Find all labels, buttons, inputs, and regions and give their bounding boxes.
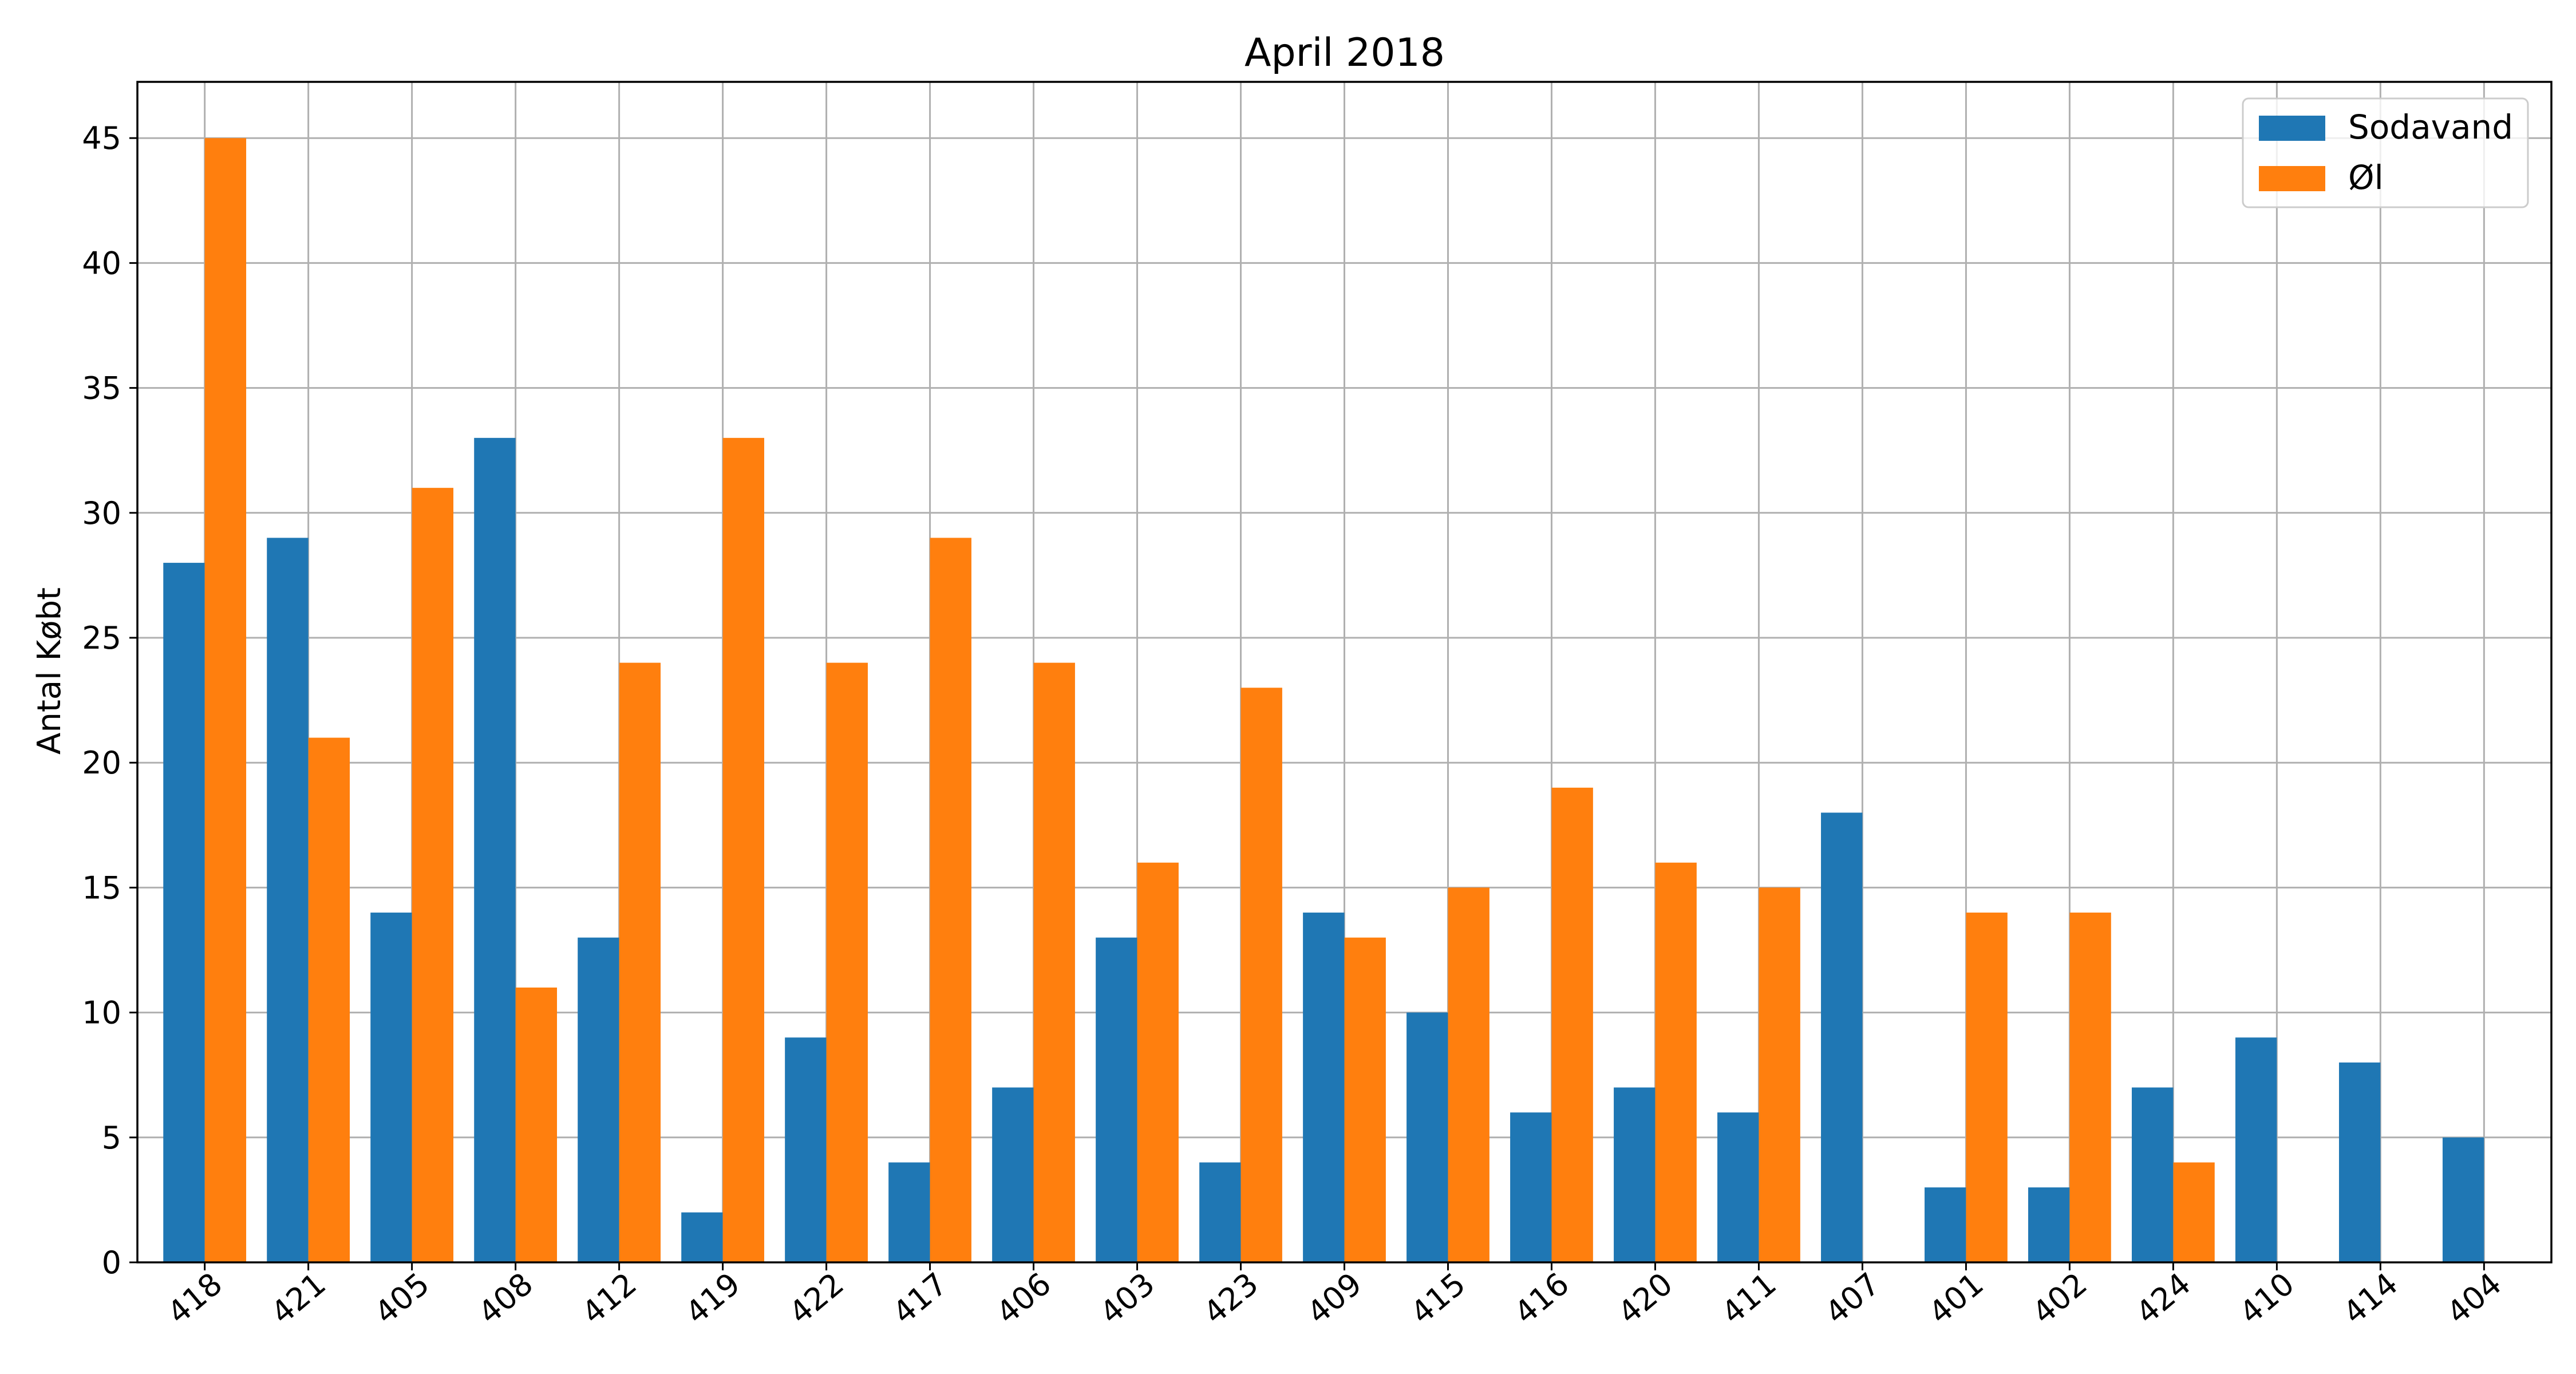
bar-series-1-415 xyxy=(1406,1012,1448,1262)
bar-series-2-405 xyxy=(412,488,454,1262)
y-tick-label: 30 xyxy=(82,495,121,531)
bar-series-2-419 xyxy=(722,437,764,1262)
bar-series-2-406 xyxy=(1033,662,1075,1262)
x-tick-label: 407 xyxy=(1818,1266,1886,1332)
y-tick-label: 35 xyxy=(82,370,121,406)
chart-title: April 2018 xyxy=(1244,30,1445,76)
legend-swatch xyxy=(2259,166,2325,191)
x-tick-label: 424 xyxy=(2129,1266,2197,1332)
bars xyxy=(163,138,2484,1263)
bar-series-1-401 xyxy=(1925,1187,1966,1262)
bar-series-1-416 xyxy=(1510,1112,1552,1262)
bar-series-1-408 xyxy=(474,437,516,1262)
bar-series-2-415 xyxy=(1448,887,1490,1262)
legend: Sodavand Øl xyxy=(2242,97,2529,208)
bar-series-1-418 xyxy=(163,563,205,1262)
x-tick-label: 402 xyxy=(2025,1266,2093,1332)
x-tick-label: 415 xyxy=(1404,1266,1472,1332)
x-tick-label: 411 xyxy=(1714,1266,1783,1332)
x-tick-label: 408 xyxy=(472,1266,540,1332)
legend-label: Sodavand xyxy=(2348,108,2513,147)
legend-label: Øl xyxy=(2348,158,2384,197)
y-tick-label: 20 xyxy=(82,745,121,781)
y-tick-label: 45 xyxy=(82,120,121,156)
x-tick-label: 414 xyxy=(2336,1266,2404,1332)
bar-series-1-404 xyxy=(2442,1137,2484,1262)
bar-series-2-412 xyxy=(619,662,661,1262)
bar-series-1-422 xyxy=(785,1037,827,1262)
bar-series-1-409 xyxy=(1303,913,1345,1262)
x-tick-label: 403 xyxy=(1093,1266,1161,1332)
bar-series-2-417 xyxy=(930,538,971,1262)
x-tick-label: 406 xyxy=(989,1266,1057,1332)
bar-series-2-418 xyxy=(204,138,247,1263)
bar-series-2-421 xyxy=(308,737,350,1262)
x-tick-label: 416 xyxy=(1507,1266,1575,1332)
bar-series-2-416 xyxy=(1551,787,1593,1262)
bar-series-2-408 xyxy=(515,987,557,1262)
bar-series-1-412 xyxy=(578,937,619,1262)
y-axis-label: Antal Købt xyxy=(31,587,68,755)
bar-series-2-403 xyxy=(1137,862,1179,1262)
bar-series-1-405 xyxy=(370,913,412,1262)
bar-series-1-402 xyxy=(2028,1187,2070,1262)
x-tick-label: 417 xyxy=(886,1266,954,1332)
y-tick-label: 10 xyxy=(82,995,121,1031)
bar-series-1-414 xyxy=(2338,1062,2381,1262)
bar-series-1-410 xyxy=(2235,1037,2277,1262)
x-tick-label: 410 xyxy=(2233,1266,2301,1332)
x-tick-label: 423 xyxy=(1196,1266,1265,1332)
x-tick-label: 412 xyxy=(575,1266,643,1332)
bar-series-2-411 xyxy=(1759,887,1800,1262)
bar-series-2-401 xyxy=(1966,913,2008,1262)
bar-series-1-417 xyxy=(888,1162,930,1262)
y-tick-label: 5 xyxy=(102,1120,121,1156)
x-tick-label: 420 xyxy=(1611,1266,1679,1332)
x-tick-label: 409 xyxy=(1300,1266,1368,1332)
bar-series-2-422 xyxy=(826,662,868,1262)
bar-series-1-406 xyxy=(992,1087,1034,1262)
x-tick-label: 401 xyxy=(1922,1266,1990,1332)
bar-series-1-423 xyxy=(1199,1162,1241,1262)
y-tick-label: 15 xyxy=(82,870,121,906)
x-tick-label: 419 xyxy=(678,1266,746,1332)
bar-series-2-409 xyxy=(1344,937,1386,1262)
x-tick-label: 404 xyxy=(2440,1266,2508,1332)
x-tick-label: 421 xyxy=(264,1266,333,1332)
bar-series-2-402 xyxy=(2069,913,2111,1262)
bar-series-1-424 xyxy=(2132,1087,2174,1262)
y-tick-label: 40 xyxy=(82,245,121,281)
x-tick-label: 418 xyxy=(161,1266,229,1332)
bar-series-2-423 xyxy=(1240,688,1282,1262)
y-tick-label: 25 xyxy=(82,620,121,656)
y-tick-label: 0 xyxy=(102,1245,121,1281)
bar-series-1-419 xyxy=(681,1212,723,1262)
bar-series-1-411 xyxy=(1717,1112,1759,1262)
bar-series-2-420 xyxy=(1655,862,1697,1262)
x-tick-label: 405 xyxy=(368,1266,436,1332)
bar-series-2-424 xyxy=(2173,1162,2215,1262)
bar-series-1-420 xyxy=(1614,1087,1656,1262)
legend-swatch xyxy=(2259,116,2325,141)
bar-series-1-403 xyxy=(1096,937,1137,1262)
bar-series-1-407 xyxy=(1821,812,1863,1262)
bar-series-1-421 xyxy=(267,538,309,1262)
x-tick-label: 422 xyxy=(782,1266,850,1332)
